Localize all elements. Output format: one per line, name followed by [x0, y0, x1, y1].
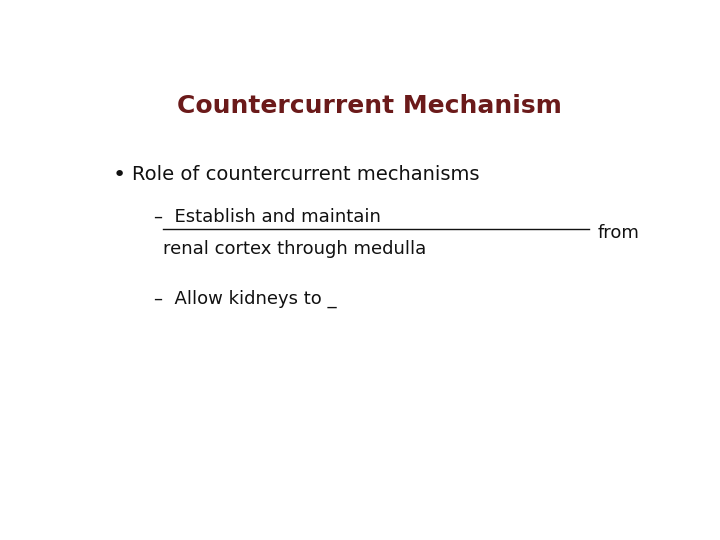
Text: from: from [598, 224, 639, 241]
Text: –  Establish and maintain: – Establish and maintain [154, 208, 381, 226]
Text: Countercurrent Mechanism: Countercurrent Mechanism [176, 94, 562, 118]
Text: –  Allow kidneys to _: – Allow kidneys to _ [154, 289, 337, 308]
Text: •: • [112, 165, 125, 185]
Text: renal cortex through medulla: renal cortex through medulla [163, 240, 426, 258]
Text: Role of countercurrent mechanisms: Role of countercurrent mechanisms [132, 165, 480, 184]
